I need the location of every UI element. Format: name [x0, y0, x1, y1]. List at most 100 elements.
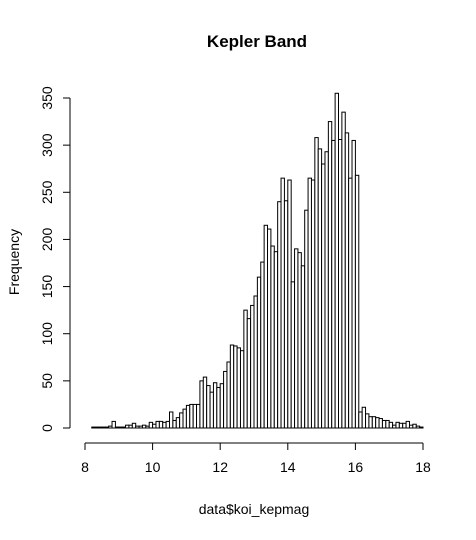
histogram-bar — [111, 420, 116, 429]
histogram-bar — [226, 361, 231, 429]
y-tick-label: 100 — [39, 322, 55, 346]
histogram-bar — [415, 425, 421, 429]
x-axis: 8 10 12 14 16 18 — [81, 442, 431, 475]
histogram-bar — [209, 391, 214, 429]
histogram-bar — [165, 420, 170, 429]
histogram-bar — [243, 309, 248, 429]
histogram-bar — [270, 245, 275, 429]
histogram-bar — [287, 179, 292, 429]
histogram-bar — [101, 426, 106, 429]
histogram-bar — [216, 386, 221, 429]
histogram-bar — [277, 201, 282, 429]
histogram-bar — [378, 418, 383, 429]
histogram-bar — [128, 424, 133, 429]
histogram-bar — [310, 179, 316, 429]
histogram-bar — [253, 295, 258, 429]
histogram-bar — [246, 318, 252, 429]
histogram-bar — [263, 224, 269, 429]
x-tick-label: 18 — [415, 459, 431, 475]
histogram-bar — [169, 411, 174, 429]
histogram-bar — [199, 380, 204, 429]
histogram-bar — [162, 421, 167, 429]
histogram-bar — [223, 370, 228, 429]
histogram-bar — [338, 138, 343, 429]
histogram-bar — [155, 420, 160, 429]
x-axis-label: data$koi_kepmag — [199, 501, 310, 517]
histogram-bar — [118, 426, 123, 429]
histogram-bar — [381, 419, 387, 429]
histogram-bar — [331, 139, 336, 429]
chart-title: Kepler Band — [207, 32, 307, 51]
histogram-bar — [175, 417, 181, 429]
histogram-bar — [334, 92, 339, 429]
histogram-bar — [236, 347, 241, 429]
histogram-bar — [98, 426, 103, 429]
histogram-bar — [290, 281, 296, 429]
y-tick-label: 50 — [39, 373, 55, 389]
histogram-bar — [294, 248, 299, 429]
histogram-bar — [125, 424, 130, 429]
y-tick-label: 300 — [39, 133, 55, 157]
histogram-bar — [250, 304, 255, 429]
histogram-bar — [314, 137, 319, 429]
histogram-bar — [354, 174, 360, 429]
histogram-bar — [158, 420, 164, 429]
histogram-bar — [131, 422, 137, 429]
histogram-bar — [351, 139, 356, 429]
histogram-bar — [412, 423, 417, 429]
histogram-bar — [317, 148, 323, 429]
histogram-bar — [405, 420, 410, 429]
x-tick-label: 16 — [348, 459, 364, 475]
histogram-bar — [267, 228, 272, 429]
histogram-bar — [182, 408, 187, 429]
histogram-bar — [233, 345, 238, 429]
y-tick-label: 350 — [39, 86, 55, 110]
histogram-bar — [273, 251, 279, 429]
histogram-bar — [280, 177, 285, 429]
histogram-bar — [94, 426, 100, 429]
y-axis-label: Frequency — [6, 229, 22, 295]
histogram-bar — [114, 426, 120, 429]
histogram-bar — [229, 344, 235, 429]
histogram-bar — [300, 265, 306, 429]
histogram-bar — [371, 416, 377, 429]
histogram-bar — [138, 425, 143, 429]
histogram-bar — [297, 252, 302, 429]
histogram-bar — [341, 111, 346, 429]
histogram-bar — [185, 404, 191, 429]
histogram-bar — [108, 425, 113, 429]
x-tick-label: 10 — [145, 459, 161, 475]
histogram-bar — [304, 209, 309, 429]
histogram-bar — [361, 406, 367, 429]
histogram-bar — [202, 376, 208, 429]
histogram-bar — [206, 385, 211, 429]
y-tick-label: 250 — [39, 180, 55, 204]
histogram-bar — [321, 163, 326, 429]
histogram-bar — [344, 132, 350, 429]
histogram-bar — [121, 426, 127, 429]
y-tick-label: 150 — [39, 275, 55, 299]
histogram-bars — [91, 92, 424, 429]
histogram-bar — [392, 424, 397, 429]
histogram-bar — [212, 382, 218, 429]
histogram-bar — [239, 350, 245, 429]
histogram-bar — [189, 403, 194, 429]
histogram-bar — [398, 422, 404, 429]
histogram-bar — [395, 421, 400, 429]
histogram-bar — [172, 419, 177, 429]
histogram-bar — [219, 383, 225, 429]
histogram-bar — [192, 403, 198, 429]
histogram-bar — [179, 412, 184, 429]
histogram-bar — [283, 200, 289, 429]
histogram-bar — [196, 403, 201, 429]
y-tick-label: 0 — [39, 424, 55, 432]
histogram-bar — [408, 424, 414, 429]
histogram-bar — [327, 121, 333, 429]
histogram-bar — [385, 419, 390, 429]
x-tick-label: 12 — [212, 459, 228, 475]
histogram-bar — [152, 423, 157, 429]
histogram-bar — [365, 413, 370, 429]
histogram-bar — [358, 411, 363, 429]
x-tick-label: 8 — [81, 459, 89, 475]
histogram-bar — [91, 426, 96, 429]
